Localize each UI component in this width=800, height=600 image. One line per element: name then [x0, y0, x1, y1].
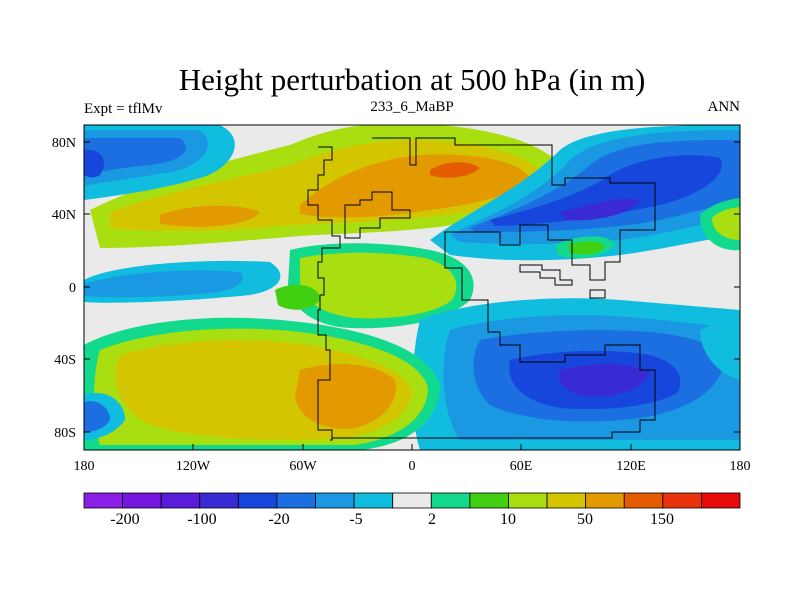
colorbar-box [430, 492, 471, 509]
colorbar-label: 150 [650, 511, 674, 528]
contour-fill [300, 252, 457, 319]
colorbar-labels: -200 -100 -20 -5 2 10 50 150 [110, 511, 674, 528]
contour-fill [275, 284, 320, 310]
colorbar-box [392, 492, 432, 509]
lat-ticks: 80N 40N 0 40S 80S [52, 136, 740, 441]
colorbar-box [546, 492, 587, 509]
colorbar-box [508, 492, 548, 509]
right-string: ANN [708, 99, 741, 115]
contour-fill [712, 207, 740, 240]
colorbar-label: 50 [577, 511, 593, 528]
figure-title: Height perturbation at 500 hPa (in m) [179, 62, 646, 97]
colorbar-box [276, 492, 316, 509]
contour-fill [84, 270, 243, 298]
colorbar-label: 2 [428, 511, 436, 528]
colorbar-label: -100 [187, 511, 216, 528]
lat-tick-label: 80N [52, 136, 76, 151]
center-string: 233_6_MaBP [370, 99, 453, 115]
coastline-europe [344, 191, 411, 239]
contour-fill [490, 155, 722, 226]
colorbar-box [237, 492, 278, 509]
contour-fill [160, 205, 260, 227]
map-field [84, 125, 740, 450]
contour-fill [84, 401, 110, 432]
coastline-islands [519, 264, 573, 286]
contour-fill [84, 149, 105, 178]
contour-fill [568, 241, 605, 255]
coastline-old-world [332, 137, 656, 439]
lon-tick-label: 120W [176, 459, 211, 474]
lon-tick-label: 60E [510, 459, 533, 474]
coastline-islands [589, 289, 606, 299]
lat-tick-label: 0 [69, 281, 76, 296]
colorbar-box [585, 492, 625, 509]
colorbar-box [469, 492, 509, 509]
colorbar-box [315, 492, 355, 509]
left-string: Expt = tflMv [84, 101, 163, 117]
coastline-americas [307, 146, 341, 441]
lon-tick-label: 120E [616, 459, 646, 474]
colorbar-box [83, 492, 123, 509]
colorbar [83, 492, 741, 509]
colorbar-box [662, 492, 702, 509]
lat-tick-label: 40N [52, 208, 76, 223]
colorbar-box [122, 492, 162, 509]
colorbar-label: -5 [349, 511, 362, 528]
lat-tick-label: 40S [54, 353, 76, 368]
lon-tick-label: 180 [74, 459, 95, 474]
colorbar-box [353, 492, 394, 509]
lon-tick-label: 60W [289, 459, 317, 474]
contour-fill [560, 198, 640, 221]
contour-fill [84, 138, 186, 174]
colorbar-label: -200 [110, 511, 139, 528]
lon-ticks: 180 120W 60W 0 60E 120E 180 [74, 444, 751, 474]
colorbar-label: 10 [500, 511, 516, 528]
lat-tick-label: 80S [54, 426, 76, 441]
contour-fill [558, 364, 650, 397]
colorbar-box [160, 492, 201, 509]
colorbar-box [623, 492, 664, 509]
contour-fill [430, 162, 480, 178]
lon-tick-label: 180 [730, 459, 751, 474]
contour-fill [700, 320, 740, 380]
colorbar-box [199, 492, 239, 509]
colorbar-label: -20 [268, 511, 289, 528]
lon-tick-label: 0 [409, 459, 416, 474]
colorbar-box [701, 492, 741, 509]
